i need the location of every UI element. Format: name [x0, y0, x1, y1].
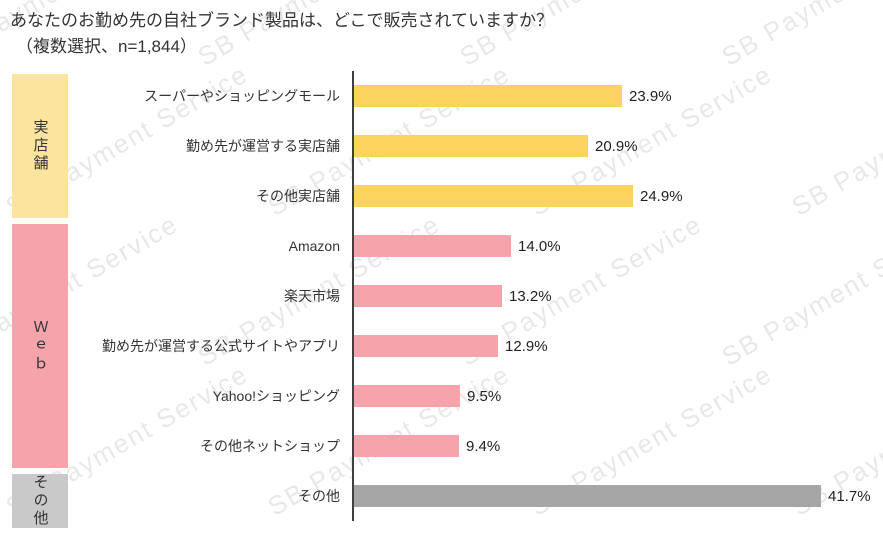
bar-area: 41.7%: [352, 471, 883, 521]
group-rows-web: Amazon 14.0% 楽天市場 13.2% 勤め先が運営する公式サイトやアプリ 12.…: [70, 221, 883, 471]
chart-group-other: その他 その他 41.7%: [12, 471, 883, 531]
value-label: 24.9%: [640, 187, 683, 205]
chart-title: あなたのお勤め先の自社ブランド製品は、どこで販売されていますか？ （複数選択、n…: [0, 0, 883, 59]
chart-row: その他 41.7%: [70, 471, 883, 521]
chart-group-stores: 実店舗 スーパーやショッピングモール 23.9% 勤め先が運営する実店舗 20.9% その…: [12, 71, 883, 221]
group-rows-other: その他 41.7%: [70, 471, 883, 531]
bar: [354, 485, 821, 507]
category-label: Amazon: [288, 237, 340, 254]
bar: [354, 285, 502, 307]
group-box-web: Ｗｅｂ: [12, 224, 68, 468]
value-label: 12.9%: [505, 337, 548, 355]
chart-title-line1: あなたのお勤め先の自社ブランド製品は、どこで販売されていますか？: [10, 11, 553, 30]
bar: [354, 185, 633, 207]
chart-row: 勤め先が運営する実店舗 20.9%: [70, 121, 883, 171]
category-label: その他実店舗: [256, 187, 340, 204]
bar-area: 24.9%: [352, 171, 883, 221]
bar: [354, 85, 622, 107]
bar-area: 9.4%: [352, 421, 883, 471]
chart-group-web: Ｗｅｂ Amazon 14.0% 楽天市場 13.2% 勤め先が運営する公式サイトやアプリ…: [12, 221, 883, 471]
chart-row: スーパーやショッピングモール 23.9%: [70, 71, 883, 121]
chart-row: Amazon 14.0%: [70, 221, 883, 271]
chart-row: 楽天市場 13.2%: [70, 271, 883, 321]
bar-area: 14.0%: [352, 221, 883, 271]
value-label: 9.5%: [467, 387, 502, 405]
group-box-other: その他: [12, 474, 68, 528]
bar: [354, 335, 498, 357]
bar: [354, 385, 460, 407]
category-label: Yahoo!ショッピング: [212, 387, 340, 404]
bar-area: 9.5%: [352, 371, 883, 421]
bar: [354, 235, 511, 257]
chart-row: Yahoo!ショッピング 9.5%: [70, 371, 883, 421]
group-box-stores: 実店舗: [12, 74, 68, 218]
chart-row: その他ネットショップ 9.4%: [70, 421, 883, 471]
bar: [354, 135, 588, 157]
category-label: 勤め先が運営する公式サイトやアプリ: [102, 337, 340, 354]
bar-chart: 実店舗 スーパーやショッピングモール 23.9% 勤め先が運営する実店舗 20.9% その…: [0, 71, 883, 531]
value-label: 9.4%: [466, 437, 501, 455]
bar-area: 20.9%: [352, 121, 883, 171]
bar-area: 23.9%: [352, 71, 883, 121]
category-label: スーパーやショッピングモール: [144, 87, 340, 104]
chart-row: その他実店舗 24.9%: [70, 171, 883, 221]
value-label: 20.9%: [595, 137, 638, 155]
category-label: 勤め先が運営する実店舗: [186, 137, 340, 154]
group-rows-stores: スーパーやショッピングモール 23.9% 勤め先が運営する実店舗 20.9% その他実店…: [70, 71, 883, 221]
value-label: 13.2%: [509, 287, 552, 305]
category-label: その他ネットショップ: [200, 437, 340, 454]
category-label: その他: [298, 487, 340, 504]
bar-area: 12.9%: [352, 321, 883, 371]
chart-title-line2: （複数選択、n=1,844）: [16, 36, 197, 56]
value-label: 23.9%: [629, 87, 672, 105]
bar-area: 13.2%: [352, 271, 883, 321]
chart-row: 勤め先が運営する公式サイトやアプリ 12.9%: [70, 321, 883, 371]
category-label: 楽天市場: [284, 287, 340, 304]
bar: [354, 435, 459, 457]
value-label: 14.0%: [518, 237, 561, 255]
value-label: 41.7%: [828, 487, 871, 505]
